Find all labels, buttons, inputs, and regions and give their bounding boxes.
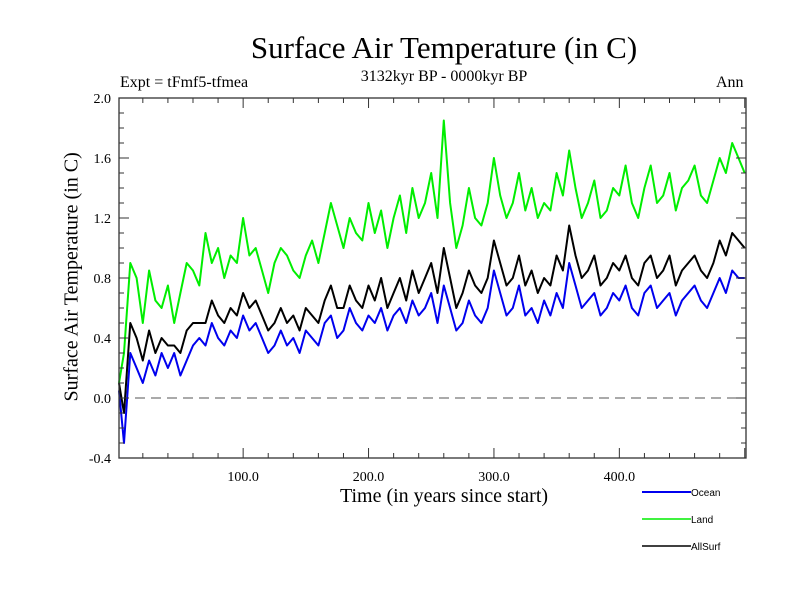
legend: Ocean Land AllSurf xyxy=(642,488,721,553)
legend-label-allsurf: AllSurf xyxy=(691,542,721,553)
y-tick-label: 1.2 xyxy=(94,212,112,227)
y-tick-label: 0.4 xyxy=(94,332,112,347)
legend-label-ocean: Ocean xyxy=(691,488,720,499)
season-label: Ann xyxy=(716,74,744,91)
y-tick-label: 2.0 xyxy=(94,92,112,107)
series-line-ocean xyxy=(118,262,745,444)
y-tick-label: 0.0 xyxy=(94,392,112,407)
y-tick-label: 0.8 xyxy=(94,272,112,287)
series-line-land xyxy=(118,119,746,384)
y-tick-label: 1.6 xyxy=(94,152,112,167)
x-tick-label: 400.0 xyxy=(604,470,636,485)
plot-frame xyxy=(118,97,747,459)
chart-subtitle: 3132kyr BP - 0000kyr BP xyxy=(360,68,528,85)
legend-label-land: Land xyxy=(691,515,713,526)
y-tick-label: -0.4 xyxy=(89,452,111,467)
x-tick-label: 100.0 xyxy=(227,470,259,485)
x-axis-label: Time (in years since start) xyxy=(339,485,549,507)
series-line-allsurf xyxy=(118,224,746,414)
x-tick-label: 300.0 xyxy=(478,470,510,485)
experiment-label: Expt = tFmf5-tfmea xyxy=(120,74,249,91)
chart-title: Surface Air Temperature (in C) xyxy=(250,30,638,65)
x-tick-label: 200.0 xyxy=(353,470,385,485)
